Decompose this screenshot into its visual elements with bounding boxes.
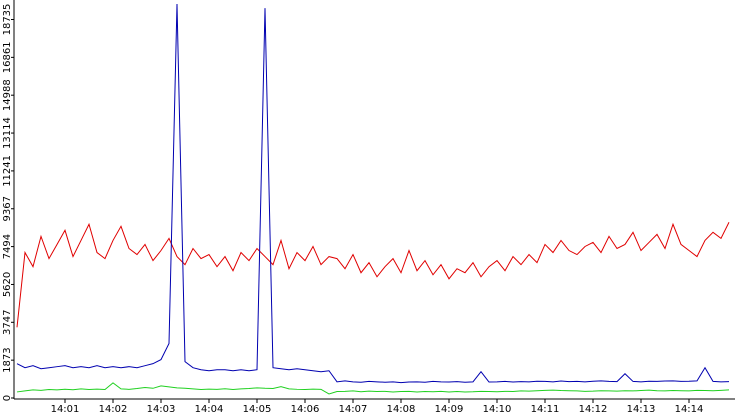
series-line [16,4,730,384]
y-tick-label: 14988 [2,79,13,111]
y-tick-label: 9367 [2,196,13,221]
x-tick-label: 14:02 [99,404,128,415]
y-tick-label: 16861 [2,41,13,73]
y-tick-label: 11241 [2,155,13,187]
y-tick-label: 18735 [2,4,13,36]
x-tick-label: 14:10 [483,404,512,415]
x-tick-label: 14:13 [627,404,656,415]
x-tick-label: 14:01 [51,404,80,415]
x-tick-label: 14:14 [675,404,704,415]
x-tick-label: 14:03 [147,404,176,415]
x-tick-label: 14:11 [531,404,560,415]
x-tick-label: 14:12 [579,404,608,415]
y-tick-label: 5620 [2,272,13,297]
y-tick-label: 3747 [2,310,13,335]
x-tick-label: 14:07 [339,404,368,415]
y-tick-label: 1873 [2,347,13,372]
x-tick-label: 14:05 [243,404,272,415]
y-tick-label: 7494 [2,234,13,259]
x-tick-label: 14:08 [387,404,416,415]
y-tick-label: 13114 [2,117,13,149]
x-tick-label: 14:04 [195,404,224,415]
x-tick-label: 14:06 [291,404,320,415]
series-line [16,222,730,328]
x-tick-label: 14:09 [435,404,464,415]
y-tick-label: 0 [2,395,13,401]
series-line [16,382,730,395]
